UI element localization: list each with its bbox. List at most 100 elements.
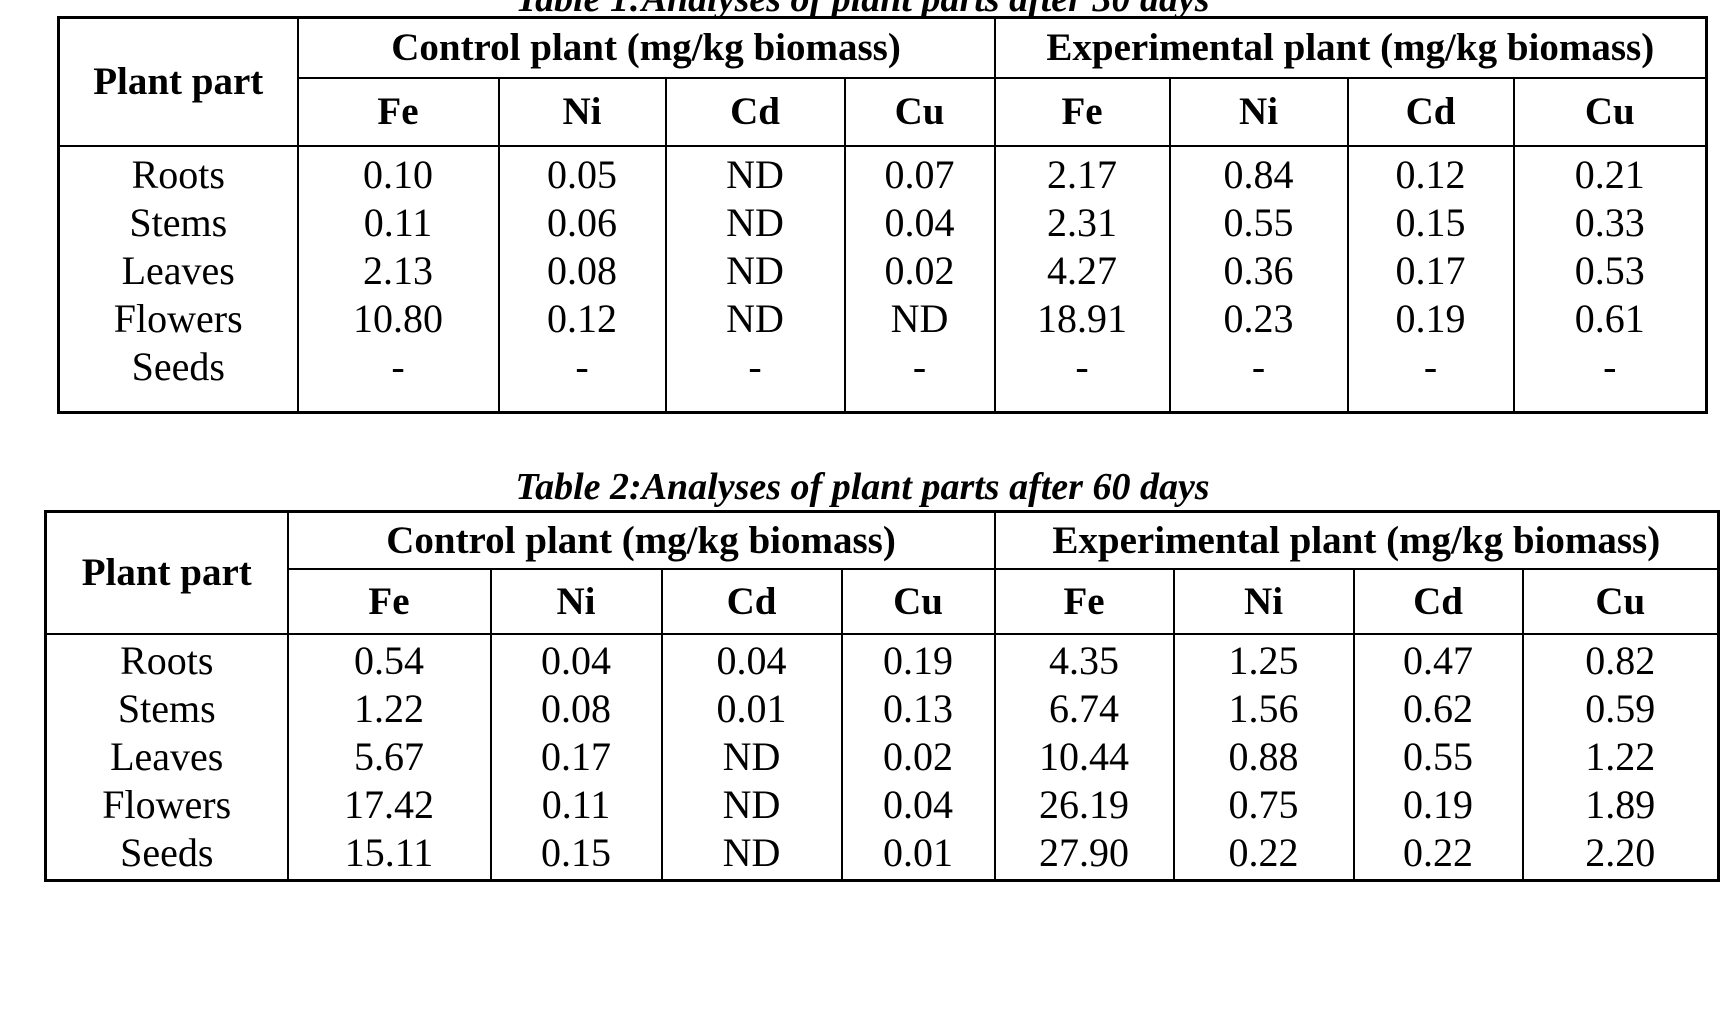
value-cell: 0.06 [497,198,667,247]
value-cell: 0.04 [843,198,996,247]
value-cell: 10.80 [296,294,500,343]
column-header: Fe [993,567,1175,635]
value-cell: 0.55 [1352,732,1524,781]
value-cell: 0.54 [286,633,492,685]
value-cell: 0.13 [840,684,996,733]
value-cell: 0.02 [840,732,996,781]
plant-part-cell: Roots [44,633,289,685]
value-cell: 0.23 [1168,294,1349,343]
value-cell: 0.08 [489,684,663,733]
plant-part-cell: Seeds [57,342,299,412]
group-header-control: Control plant (mg/kg biomass) [296,16,996,79]
column-header: Cu [840,567,996,635]
value-cell: 15.11 [286,828,492,880]
value-cell: 2.17 [993,145,1171,199]
value-cell: 0.05 [497,145,667,199]
column-header: Cd [1352,567,1524,635]
table-row: Roots 0.10 0.05 ND 0.07 2.17 0.84 0.12 0.21 [57,145,1708,199]
value-cell: 2.20 [1521,828,1720,880]
value-cell: 0.21 [1512,145,1708,199]
value-cell: - [993,342,1171,412]
row-header-plant-part: Plant part [57,16,299,147]
value-cell: 0.36 [1168,246,1349,295]
value-cell: 1.56 [1172,684,1355,733]
table2-60-days: Plant part Control plant (mg/kg biomass)… [44,510,1721,882]
value-cell: 0.88 [1172,732,1355,781]
value-cell: - [296,342,500,412]
row-header-plant-part: Plant part [44,510,289,635]
value-cell: 0.11 [296,198,500,247]
value-cell: ND [664,198,846,247]
table1-30-days: Plant part Control plant (mg/kg biomass)… [57,16,1709,414]
value-cell: ND [660,828,843,880]
group-header-experimental: Experimental plant (mg/kg biomass) [993,16,1708,79]
table-row: Flowers 17.42 0.11 ND 0.04 26.19 0.75 0.19 1.89 [44,780,1720,829]
value-cell: 0.12 [1346,145,1515,199]
table-row: Leaves 5.67 0.17 ND 0.02 10.44 0.88 0.55 1.22 [44,732,1720,781]
value-cell: ND [660,732,843,781]
value-cell: 27.90 [993,828,1175,880]
value-cell: 0.59 [1521,684,1720,733]
column-header: Fe [296,76,500,147]
column-header: Ni [497,76,667,147]
value-cell: 0.04 [489,633,663,685]
value-cell: - [1512,342,1708,412]
value-cell: - [1346,342,1515,412]
value-cell: 0.19 [1346,294,1515,343]
table-row: Seeds 15.11 0.15 ND 0.01 27.90 0.22 0.22 2.20 [44,828,1720,880]
value-cell: 0.75 [1172,780,1355,829]
value-cell: 17.42 [286,780,492,829]
value-cell: 0.07 [843,145,996,199]
value-cell: 0.22 [1352,828,1524,880]
plant-part-cell: Stems [57,198,299,247]
column-header: Cu [1512,76,1708,147]
value-cell: ND [664,294,846,343]
table-row: Leaves 2.13 0.08 ND 0.02 4.27 0.36 0.17 0.53 [57,246,1708,295]
value-cell: 0.19 [840,633,996,685]
value-cell: 0.19 [1352,780,1524,829]
value-cell: 0.02 [843,246,996,295]
column-header: Cu [1521,567,1720,635]
value-cell: 0.62 [1352,684,1524,733]
value-cell: ND [660,780,843,829]
value-cell: 0.17 [1346,246,1515,295]
value-cell: - [664,342,846,412]
value-cell: 4.27 [993,246,1171,295]
value-cell: 0.22 [1172,828,1355,880]
column-header: Cu [843,76,996,147]
value-cell: 2.13 [296,246,500,295]
value-cell: 0.08 [497,246,667,295]
column-header: Ni [1168,76,1349,147]
column-header: Ni [1172,567,1355,635]
plant-part-cell: Leaves [44,732,289,781]
value-cell: ND [664,246,846,295]
value-cell: - [843,342,996,412]
value-cell: 1.89 [1521,780,1720,829]
value-cell: 18.91 [993,294,1171,343]
value-cell: ND [843,294,996,343]
group-header-experimental: Experimental plant (mg/kg biomass) [993,510,1720,570]
plant-part-cell: Flowers [57,294,299,343]
column-header: Cd [1346,76,1515,147]
plant-part-cell: Seeds [44,828,289,880]
value-cell: 0.01 [840,828,996,880]
table-row: Stems 1.22 0.08 0.01 0.13 6.74 1.56 0.62 0.59 [44,684,1720,733]
value-cell: ND [664,145,846,199]
table2-caption: Table 2:Analyses of plant parts after 60… [515,466,1210,508]
table-row: Roots 0.54 0.04 0.04 0.19 4.35 1.25 0.47 0.82 [44,633,1720,685]
column-header: Cd [664,76,846,147]
value-cell: 4.35 [993,633,1175,685]
value-cell: 10.44 [993,732,1175,781]
value-cell: 0.61 [1512,294,1708,343]
value-cell: 0.12 [497,294,667,343]
table-row: Stems 0.11 0.06 ND 0.04 2.31 0.55 0.15 0.33 [57,198,1708,247]
table2-body: Roots 0.54 0.04 0.04 0.19 4.35 1.25 0.47 0.82 Ste… [44,633,1720,880]
column-header: Cd [660,567,843,635]
value-cell: 0.55 [1168,198,1349,247]
value-cell: 0.15 [1346,198,1515,247]
value-cell: 0.82 [1521,633,1720,685]
plant-part-cell: Stems [44,684,289,733]
value-cell: 1.25 [1172,633,1355,685]
table1-body: Roots 0.10 0.05 ND 0.07 2.17 0.84 0.12 0.21 Stems… [57,145,1708,412]
value-cell: 2.31 [993,198,1171,247]
